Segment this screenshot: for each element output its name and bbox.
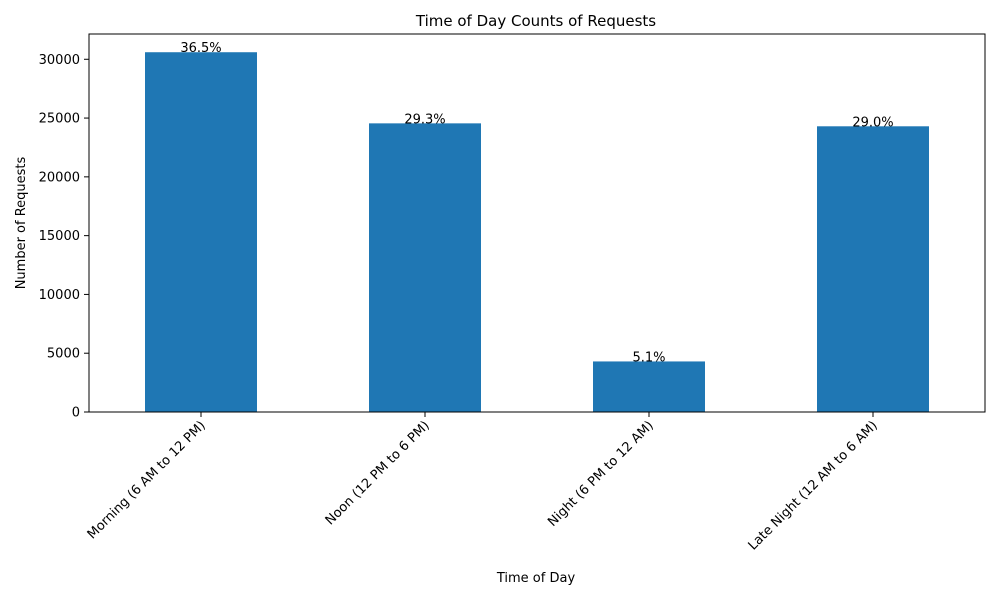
bar-0: [145, 52, 257, 413]
chart-title: Time of Day Counts of Requests: [415, 12, 656, 30]
x-tick-label-3: Late Night (12 AM to 6 AM): [746, 418, 881, 553]
x-tick-label-0: Morning (6 AM to 12 PM): [85, 418, 209, 542]
y-tick-label-0: 0: [72, 406, 80, 421]
bar-label-1: 29.3%: [404, 112, 445, 127]
bar-1: [369, 123, 481, 412]
y-tick-label-4: 20000: [39, 170, 80, 185]
y-tick-label-5: 25000: [39, 112, 80, 127]
y-tick-label-3: 15000: [39, 229, 80, 244]
plot-area: 36.5% 29.3% 5.1% 29.0% 0 5000 10000 15000 20000 2…: [39, 33, 986, 553]
bar-label-0: 36.5%: [180, 41, 221, 56]
bar-2: [593, 361, 705, 412]
plot-frame: [88, 33, 986, 413]
x-tick-label-2: Night (6 PM to 12 AM): [545, 418, 657, 530]
y-axis-label: Number of Requests: [14, 156, 29, 289]
y-tick-label-2: 10000: [39, 288, 80, 303]
y-tick-label-1: 5000: [47, 347, 80, 362]
bar-label-2: 5.1%: [632, 350, 665, 365]
bar-3: [817, 126, 929, 413]
x-tick-label-1: Noon (12 PM to 6 PM): [323, 418, 433, 528]
bar-label-3: 29.0%: [852, 115, 893, 130]
x-axis-label: Time of Day: [496, 571, 576, 586]
y-tick-label-6: 30000: [39, 53, 80, 68]
